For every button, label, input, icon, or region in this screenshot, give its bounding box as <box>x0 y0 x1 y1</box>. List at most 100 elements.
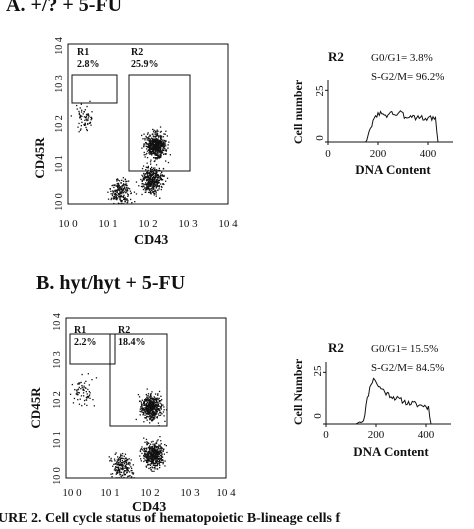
y-tick-label: 25 <box>312 365 324 377</box>
event-dot <box>153 416 155 418</box>
event-dot <box>91 111 93 113</box>
event-dot <box>158 169 161 171</box>
event-dot <box>150 457 153 459</box>
event-dot <box>120 475 122 478</box>
event-dot <box>147 454 149 457</box>
event-dot <box>126 459 128 461</box>
event-dot <box>141 174 143 176</box>
event-dot <box>152 458 155 460</box>
event-dot <box>87 113 89 115</box>
event-dot <box>78 131 80 133</box>
event-dot <box>162 411 165 413</box>
event-dot <box>83 123 85 126</box>
event-dot <box>126 471 128 473</box>
event-dot <box>80 388 82 390</box>
event-dot <box>144 404 147 406</box>
event-dot <box>148 174 151 177</box>
event-dot <box>159 448 161 450</box>
event-dot <box>149 451 151 453</box>
event-dot <box>76 104 78 107</box>
event-dot <box>161 145 163 147</box>
event-dot <box>148 149 150 151</box>
event-dot <box>165 153 167 155</box>
event-dot <box>124 457 127 459</box>
event-dot <box>147 407 149 409</box>
event-dot <box>125 189 127 191</box>
event-dot <box>122 196 125 198</box>
event-dot <box>135 181 138 183</box>
event-dot <box>152 454 154 456</box>
event-dot <box>119 192 121 195</box>
event-dot <box>148 442 150 445</box>
event-dot <box>145 143 148 145</box>
event-dot <box>115 473 117 475</box>
event-dot <box>147 453 149 455</box>
event-dot <box>147 416 149 418</box>
event-dot <box>146 388 148 390</box>
event-dot <box>125 181 127 183</box>
event-dot <box>147 176 149 178</box>
event-dot <box>150 180 152 182</box>
event-dot <box>120 189 123 191</box>
event-dot <box>155 150 157 152</box>
event-dot <box>164 444 166 446</box>
event-dot <box>149 138 151 140</box>
event-dot <box>112 465 114 467</box>
event-dot <box>141 408 143 410</box>
event-dot <box>144 156 146 158</box>
event-dot <box>159 458 161 460</box>
event-dot <box>156 411 158 413</box>
event-dot <box>164 143 167 145</box>
event-dot <box>122 475 124 477</box>
event-dot <box>79 398 81 400</box>
event-dot <box>149 415 151 417</box>
event-dot <box>157 401 159 403</box>
event-dot <box>123 188 125 190</box>
event-dot <box>119 471 121 473</box>
event-dot <box>163 145 165 148</box>
event-dot <box>146 187 148 189</box>
event-dot <box>119 197 121 200</box>
event-dot <box>114 196 116 199</box>
event-dot <box>148 457 150 460</box>
event-dot <box>156 181 158 183</box>
event-dot <box>110 459 112 461</box>
event-dot <box>147 172 149 175</box>
event-dot <box>110 473 112 475</box>
event-dot <box>149 135 152 137</box>
event-dot <box>143 174 145 176</box>
event-dot <box>153 129 155 131</box>
event-dot <box>141 405 143 407</box>
event-dot <box>123 477 125 479</box>
event-dot <box>111 185 113 187</box>
event-dot <box>143 403 145 405</box>
event-dot <box>115 452 117 454</box>
event-dot <box>160 440 162 442</box>
event-dot <box>156 465 158 467</box>
y-tick-label: 10 2 <box>52 391 63 409</box>
event-dot <box>90 124 92 126</box>
event-dot <box>147 456 150 458</box>
event-dot <box>161 141 163 143</box>
event-dot <box>140 411 142 413</box>
event-dot <box>121 191 123 193</box>
event-dot <box>144 459 146 461</box>
event-dot <box>120 199 122 201</box>
event-dot <box>128 471 131 473</box>
event-dot <box>147 405 149 407</box>
event-dot <box>155 186 157 188</box>
event-dot <box>122 184 124 186</box>
event-dot <box>86 397 88 399</box>
event-dot <box>146 453 148 456</box>
event-dot <box>157 152 159 154</box>
event-dot <box>156 139 158 141</box>
event-dot <box>88 395 90 397</box>
event-dot <box>144 447 146 449</box>
event-dot <box>142 178 144 180</box>
event-dot <box>144 183 146 186</box>
event-dot <box>145 187 147 189</box>
event-dot <box>125 466 127 468</box>
event-dot <box>159 464 161 466</box>
event-dot <box>165 160 167 162</box>
event-dot <box>146 419 148 421</box>
